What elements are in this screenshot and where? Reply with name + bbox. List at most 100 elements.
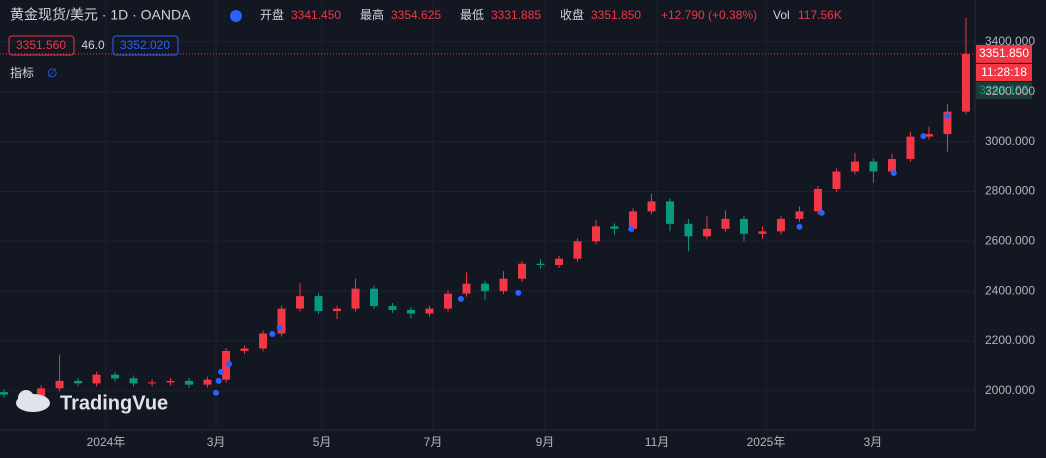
candle-body	[370, 288, 379, 307]
candle-body	[887, 159, 896, 172]
candle-body	[388, 306, 397, 310]
x-tick-label: 11月	[645, 435, 669, 449]
signal-dot	[218, 368, 225, 375]
candle-body	[259, 333, 268, 349]
value: 3351.850	[591, 8, 641, 22]
bid-box[interactable]	[8, 35, 75, 56]
candle-body	[222, 350, 231, 380]
ask: 3352.020	[120, 38, 170, 52]
candle-body	[407, 309, 416, 314]
y-tick-label: 3200.000	[985, 84, 1035, 98]
candle-body	[813, 188, 822, 212]
x-tick-label: 3月	[864, 435, 883, 449]
x-tick-label: 7月	[424, 435, 443, 449]
candle-body	[610, 226, 619, 229]
candle-body	[758, 231, 767, 234]
x-tick-label: 9月	[536, 435, 555, 449]
indicators[interactable]: 指标	[10, 65, 34, 80]
label: 收盘	[560, 7, 584, 22]
candle-body	[647, 201, 656, 212]
candle-body	[203, 379, 212, 385]
candle-body	[55, 380, 64, 389]
candle-body	[499, 278, 508, 292]
y-tick-label: 2800.000	[985, 184, 1035, 198]
candle-body	[444, 293, 453, 309]
label: Vol	[773, 8, 790, 22]
signal-dot	[920, 133, 927, 140]
candle-body	[906, 136, 915, 160]
candle-body	[462, 283, 471, 294]
prev-price-box	[976, 82, 1032, 99]
y-tick-label: 3000.000	[985, 134, 1035, 148]
candle-body	[665, 201, 674, 224]
candle-body	[832, 171, 841, 189]
candle-body	[943, 111, 952, 135]
candle-body	[517, 263, 526, 279]
y-tick-label: 2400.000	[985, 283, 1035, 297]
signal-dot	[225, 360, 232, 367]
signal-dot	[796, 223, 803, 230]
label: 最低	[460, 8, 484, 22]
candle-body	[0, 392, 9, 395]
value: 3354.625	[391, 8, 441, 22]
watermark-logo	[16, 390, 50, 412]
candle-body	[591, 226, 600, 242]
x-tick-label: 月	[0, 435, 2, 449]
candle-body	[314, 296, 323, 312]
x-tick-label: 2025年	[747, 435, 786, 449]
candle-body	[111, 374, 120, 379]
signal-dot	[628, 225, 635, 232]
signal-dot	[890, 169, 897, 176]
candle-body	[739, 218, 748, 234]
candle-body	[129, 378, 138, 384]
candle-body	[536, 263, 545, 265]
value: 117.56K	[798, 8, 842, 22]
y-tick-label: 3400.000	[985, 34, 1035, 48]
status-dot	[230, 10, 242, 22]
ask-box[interactable]	[112, 35, 179, 56]
candle-body	[684, 223, 693, 237]
symbol[interactable]: 黄金现货/美元 · 1D · OANDA	[10, 7, 191, 23]
value: 3331.885	[491, 8, 541, 22]
signal-dot	[213, 389, 220, 396]
candle-body	[296, 296, 305, 309]
candle-body	[351, 288, 360, 309]
candle-body	[721, 218, 730, 229]
candle-body	[628, 211, 637, 229]
candle-body	[185, 380, 194, 385]
candle-body	[240, 348, 249, 351]
signal-dot	[276, 324, 283, 331]
plot	[0, 0, 975, 430]
candle-body	[554, 258, 563, 265]
countdown: 11:28:18	[981, 65, 1027, 79]
candle-body	[166, 380, 175, 383]
x-tick-label: 2024年	[87, 435, 126, 449]
last-price-box	[976, 44, 1032, 63]
candle-body	[74, 380, 83, 384]
label: 开盘	[260, 7, 284, 22]
candle-body	[795, 211, 804, 219]
spread: 46.0	[81, 38, 105, 52]
candle-body	[92, 374, 101, 384]
signal-dot	[269, 331, 276, 338]
signal-dot	[215, 377, 222, 384]
watermark: TradingVue	[60, 392, 168, 414]
candle-body	[869, 161, 878, 172]
candle-body	[924, 134, 933, 137]
candle-body	[148, 382, 157, 384]
signal-dot	[457, 295, 464, 302]
candle-body	[850, 161, 859, 172]
y-tick-label: 2600.000	[985, 233, 1035, 247]
candle-body	[481, 283, 490, 292]
label: 最高	[360, 7, 384, 22]
last-price: 3351.850	[979, 46, 1029, 60]
change: +12.790 (+0.38%)	[661, 8, 757, 22]
candle-body	[702, 228, 711, 237]
bid: 3351.560	[16, 38, 66, 52]
value: 3341.450	[291, 8, 341, 22]
indicators-icon[interactable]: ∅	[47, 66, 57, 80]
y-tick-label: 2000.000	[985, 383, 1035, 397]
